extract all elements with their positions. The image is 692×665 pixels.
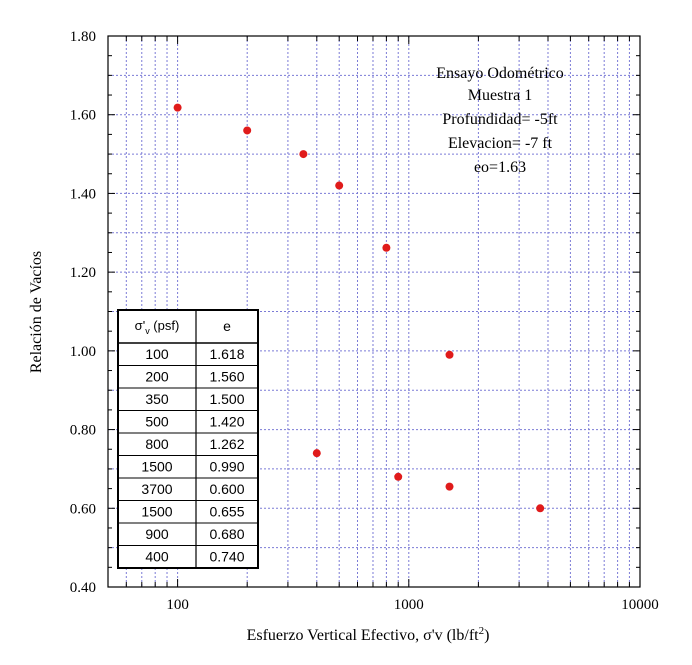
table-cell-stress: 200	[145, 369, 169, 385]
data-point	[536, 504, 545, 513]
data-point	[299, 150, 308, 159]
table-header-sub: v	[145, 326, 150, 336]
table-frame	[117, 309, 259, 569]
x-tick-labels: 100 1000 10000	[166, 597, 658, 613]
table-cell-e: 1.500	[209, 391, 244, 407]
table-cell-stress: 1500	[141, 504, 172, 520]
x-axis-label: Esfuerzo Vertical Efectivo, σ'v (lb/ft2)	[247, 625, 490, 644]
y-tick-label: 0.80	[70, 423, 96, 439]
table-cell-stress: 400	[145, 549, 169, 565]
title-line-4: Elevacion= -7 ft	[448, 135, 553, 152]
table-cell-e: 0.740	[209, 549, 244, 565]
x-tick-label: 100	[166, 597, 189, 613]
table-cell-e: 1.262	[209, 436, 244, 452]
table-cell-stress: 100	[145, 346, 169, 362]
table-cell-e: 1.420	[209, 414, 244, 430]
y-axis-label: Relación de Vacíos	[28, 251, 45, 373]
data-point	[312, 449, 321, 458]
table-cell-stress: 3700	[141, 481, 172, 497]
y-tick-label: 1.40	[70, 186, 96, 202]
x-axis-label-sup: 2	[479, 625, 485, 637]
table-header-e: e	[223, 318, 231, 334]
data-point	[382, 243, 391, 252]
data-point	[173, 103, 182, 112]
data-table: σ'v (psf) e 100 1.618 200 1.560 350 1.500 500 1.4…	[117, 309, 259, 569]
table-cell-stress: 900	[145, 526, 169, 542]
y-tick-label: 1.80	[70, 29, 96, 45]
data-point	[335, 181, 344, 190]
data-point	[445, 350, 454, 359]
data-point	[243, 126, 252, 135]
y-tick-label: 1.60	[70, 108, 96, 124]
data-point	[445, 482, 454, 491]
x-axis-label-main: Esfuerzo Vertical Efectivo, σ'v (lb/ft	[247, 627, 480, 644]
y-tick-label: 1.20	[70, 265, 96, 281]
title-line-5: eo=1.63	[474, 159, 526, 176]
table-cell-stress: 350	[145, 391, 169, 407]
data-point	[394, 472, 403, 481]
title-line-3: Profundidad= -5ft	[442, 111, 558, 128]
table-cell-stress: 500	[145, 414, 169, 430]
y-tick-label: 0.60	[70, 501, 96, 517]
plot-frame	[107, 35, 641, 588]
table-cell-e: 0.990	[209, 459, 244, 475]
table-cell-stress: 1500	[141, 459, 172, 475]
table-header-sigma: σ'	[135, 318, 146, 333]
table-header-stress: σ'v (psf)	[135, 318, 180, 336]
x-axis-label-end: )	[484, 627, 489, 644]
table-cell-stress: 800	[145, 436, 169, 452]
y-tick-labels: 0.40 0.60 0.80 1.00 1.20 1.40 1.60 1.80	[70, 29, 96, 596]
table-cell-e: 0.655	[209, 504, 244, 520]
title-line-2: Muestra 1	[468, 87, 532, 104]
x-tick-label: 1000	[394, 597, 424, 613]
table-cell-e: 1.560	[209, 369, 244, 385]
y-tick-label: 0.40	[70, 580, 96, 596]
y-tick-label: 1.00	[70, 344, 96, 360]
x-tick-label: 10000	[621, 597, 659, 613]
table-header-unit: (psf)	[150, 318, 180, 333]
table-cell-e: 1.618	[209, 346, 244, 362]
table-cell-e: 0.600	[209, 481, 244, 497]
title-line-1: Ensayo Odométrico	[436, 65, 564, 82]
table-cell-e: 0.680	[209, 526, 244, 542]
chart-title: Ensayo Odométrico Muestra 1 Profundidad=…	[436, 65, 564, 176]
data-points	[173, 103, 545, 513]
